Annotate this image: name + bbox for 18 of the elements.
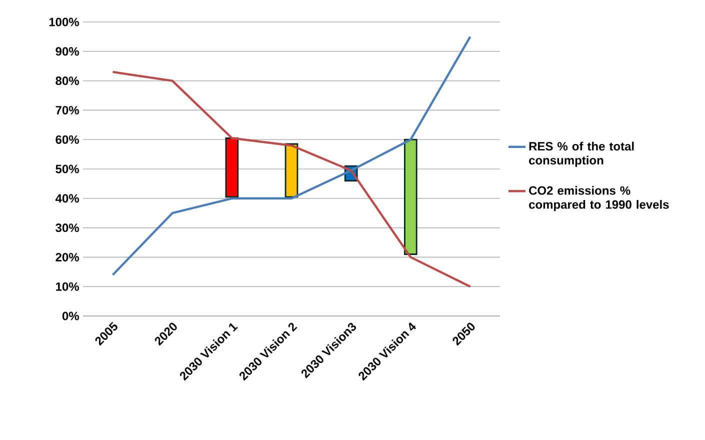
y-tick-label: 40% — [55, 194, 79, 203]
y-tick-label: 10% — [56, 282, 79, 291]
y-tick-label: 30% — [56, 224, 79, 232]
y-tick-label: 100% — [49, 18, 79, 26]
y-tick-label: 60% — [56, 135, 79, 144]
y-tick-label: 80% — [56, 76, 79, 86]
y-tick-label: 90% — [56, 47, 79, 56]
bar — [284, 143, 298, 198]
y-tick-label: 50% — [56, 164, 79, 174]
y-tick-label: 0% — [62, 312, 79, 320]
y-tick-label: 70% — [56, 106, 79, 114]
bar — [225, 137, 239, 198]
line-series — [112, 70, 472, 288]
legend-label: RES % of the total consumption — [529, 142, 634, 167]
line-series — [112, 36, 472, 276]
legend-label: CO2 emissions % compared to 1990 levels — [529, 186, 669, 212]
bar — [404, 138, 418, 255]
y-tick-label: 20% — [56, 252, 79, 262]
